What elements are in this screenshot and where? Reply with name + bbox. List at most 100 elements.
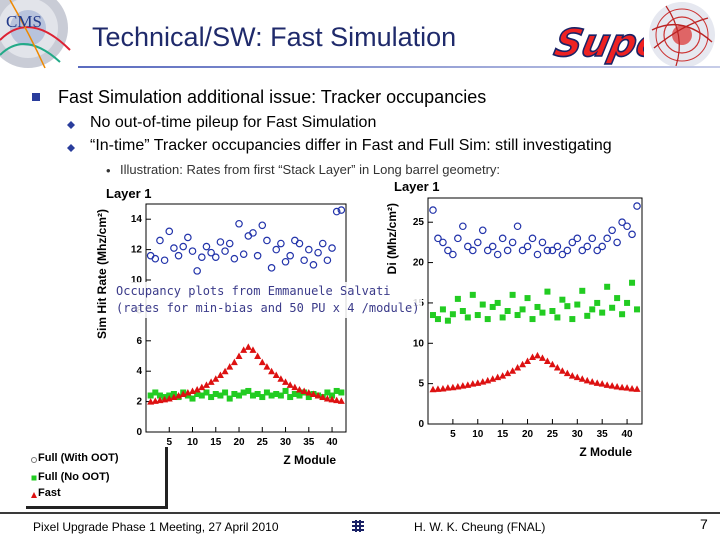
data-point-full-no-oot [474,312,481,319]
data-point-full-oot [230,254,239,263]
data-point-fast [221,367,229,375]
data-point-full-oot [332,207,341,216]
data-point-full-no-oot [305,394,312,401]
page-title: Technical/SW: Fast Simulation [92,22,457,52]
data-point-fast [202,381,210,388]
data-point-full-oot [304,245,313,254]
data-point-full-oot [498,234,507,243]
data-point-full-oot [263,236,271,245]
triangle-marker-icon [31,492,37,498]
x-tick-label: 5 [166,437,172,448]
data-point-full-no-oot [469,291,476,298]
data-point-full-oot [613,238,621,247]
data-point-full-oot [473,238,482,247]
data-point-fast [553,364,561,371]
super-logo-text: Super [552,21,644,66]
data-point-full-oot [583,242,592,251]
data-point-full-no-oot [444,317,451,324]
data-point-full-oot [633,202,641,210]
y-tick-label: 12 [131,245,143,256]
data-point-full-oot [493,250,502,259]
data-point-full-oot [464,242,472,251]
data-point-full-no-oot [222,389,229,396]
data-point-full-no-oot [479,301,486,308]
data-point-full-no-oot [524,295,531,302]
data-point-full-oot [151,254,160,263]
footer-meeting: Pixel Upgrade Phase 1 Meeting, 27 April … [33,520,279,534]
data-point-fast [618,383,626,391]
data-point-fast [249,346,257,353]
chart-legend: Full (With OOT) Full (No OOT) Fast [26,447,168,509]
data-point-fast [509,367,517,374]
data-point-full-no-oot [549,308,556,314]
data-point-full-oot [618,218,626,227]
chart-right: Layer 15101520253035400510152025Z Module… [385,179,643,459]
data-point-fast [319,393,327,401]
data-point-full-no-oot [489,303,496,310]
diamond-bullet-icon [67,121,75,129]
data-point-full-no-oot [287,394,294,401]
data-point-full-oot [239,250,248,258]
data-point-full-oot [478,226,487,235]
data-point-full-oot [160,256,169,265]
legend-item-full-oot: Full (With OOT) [38,452,119,464]
overlay-line-2: (rates for min-bias and 50 PU x 4 /modul… [116,301,420,315]
data-point-full-no-oot [544,288,551,295]
data-point-fast [337,397,345,404]
data-point-full-no-oot [324,389,331,396]
data-point-full-no-oot [338,389,345,396]
x-tick-label: 40 [326,437,338,448]
data-point-fast [314,392,322,399]
y-tick-label: 0 [136,427,142,438]
data-point-full-oot [439,238,447,247]
legend-item-full-no-oot: Full (No OOT) [38,471,110,483]
data-point-full-oot [513,222,522,231]
data-point-fast [558,367,566,374]
y-tick-label: 6 [136,336,142,347]
data-point-full-oot [578,246,587,255]
data-point-full-no-oot [329,392,336,399]
x-tick-label: 25 [257,437,269,448]
x-tick-label: 5 [450,429,456,440]
data-point-full-no-oot [464,314,471,321]
chart-title: Layer 1 [394,179,440,194]
data-point-full-no-oot [273,391,280,397]
data-point-full-no-oot [624,299,631,306]
data-point-fast [469,380,477,387]
overlay-note: Occupancy plots from Emmanuele Salvati (… [113,282,423,318]
data-point-full-oot [533,250,542,259]
data-point-fast [300,387,308,394]
data-point-fast [282,378,290,385]
data-point-full-no-oot [429,312,436,319]
data-point-fast [244,343,252,350]
cms-logo-text: CMS [6,12,42,31]
data-point-full-oot [623,222,631,231]
data-point-full-oot [249,229,257,237]
data-point-full-oot [323,256,332,265]
y-tick-label: 10 [413,338,425,349]
data-point-full-oot [272,245,281,254]
data-point-full-no-oot [594,299,601,306]
data-point-fast [499,372,507,379]
data-point-full-oot [277,239,285,248]
data-point-full-no-oot [333,387,340,394]
data-point-full-no-oot [559,296,566,303]
data-point-full-no-oot [634,306,641,313]
data-point-full-oot [300,256,308,265]
data-point-full-oot [174,251,183,260]
data-point-full-no-oot [534,303,541,310]
data-point-fast [429,385,437,393]
data-point-full-no-oot [198,392,205,399]
data-point-full-no-oot [277,392,284,399]
x-tick-label: 15 [497,429,509,440]
data-point-full-oot [188,247,197,255]
data-point-fast [226,363,234,370]
data-point-fast [578,375,586,382]
data-point-fast [623,384,631,391]
x-tick-label: 40 [622,429,634,440]
data-point-full-no-oot [231,391,238,397]
y-tick-label: 0 [418,419,424,430]
data-point-full-oot [459,222,467,231]
data-point-fast [198,383,206,391]
data-point-fast [593,379,601,386]
